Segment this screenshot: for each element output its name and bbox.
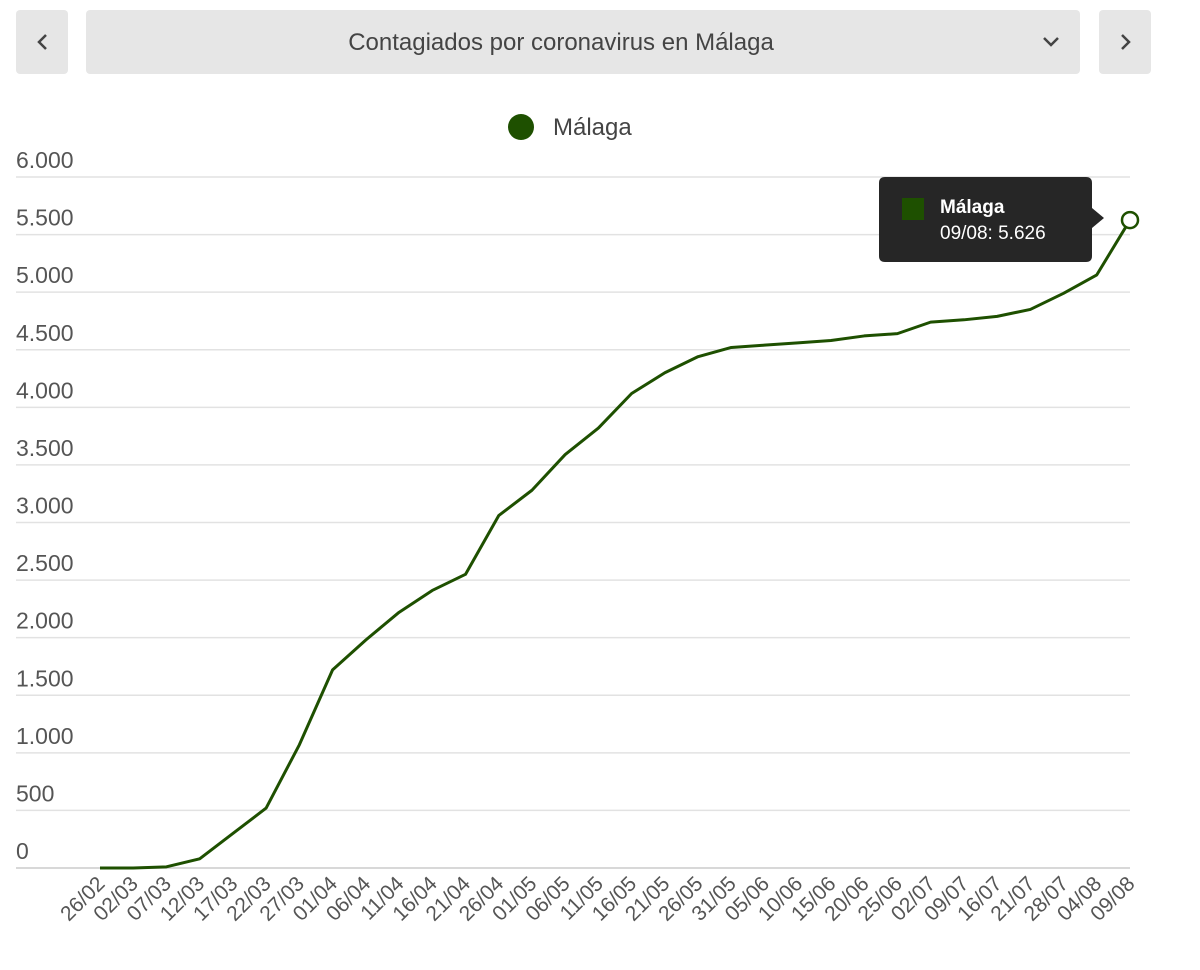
tooltip-marker <box>902 198 924 220</box>
y-tick-label: 500 <box>16 780 54 806</box>
legend-label: Málaga <box>553 114 632 141</box>
next-icon <box>1121 34 1131 50</box>
y-tick-label: 3.500 <box>16 435 74 461</box>
chart-title: Contagiados por coronavirus en Málaga <box>348 29 774 56</box>
tooltip: Málaga 09/08: 5.626 <box>879 177 1104 262</box>
y-tick-label: 5.000 <box>16 262 74 288</box>
y-tick-label: 0 <box>16 838 29 864</box>
prev-icon <box>37 34 47 50</box>
next-button[interactable] <box>1099 10 1151 74</box>
y-tick-label: 6.000 <box>16 147 74 173</box>
tooltip-box <box>879 177 1104 262</box>
dropdown-icon <box>1043 37 1059 47</box>
y-tick-label: 1.500 <box>16 665 74 691</box>
y-tick-label: 4.000 <box>16 377 74 403</box>
y-tick-label: 3.000 <box>16 493 74 519</box>
y-tick-label: 2.000 <box>16 608 74 634</box>
tooltip-label: 09/08: 5.626 <box>940 223 1046 244</box>
tooltip-series: Málaga <box>940 197 1005 218</box>
legend-marker <box>508 114 534 140</box>
hover-point <box>1120 210 1140 230</box>
series-line <box>100 219 1132 870</box>
y-tick-label: 1.000 <box>16 723 74 749</box>
y-tick-label: 5.500 <box>16 205 74 231</box>
chart-selector[interactable] <box>86 10 1080 74</box>
y-tick-label: 4.500 <box>16 320 74 346</box>
prev-button[interactable] <box>16 10 68 74</box>
y-tick-label: 2.500 <box>16 550 74 576</box>
